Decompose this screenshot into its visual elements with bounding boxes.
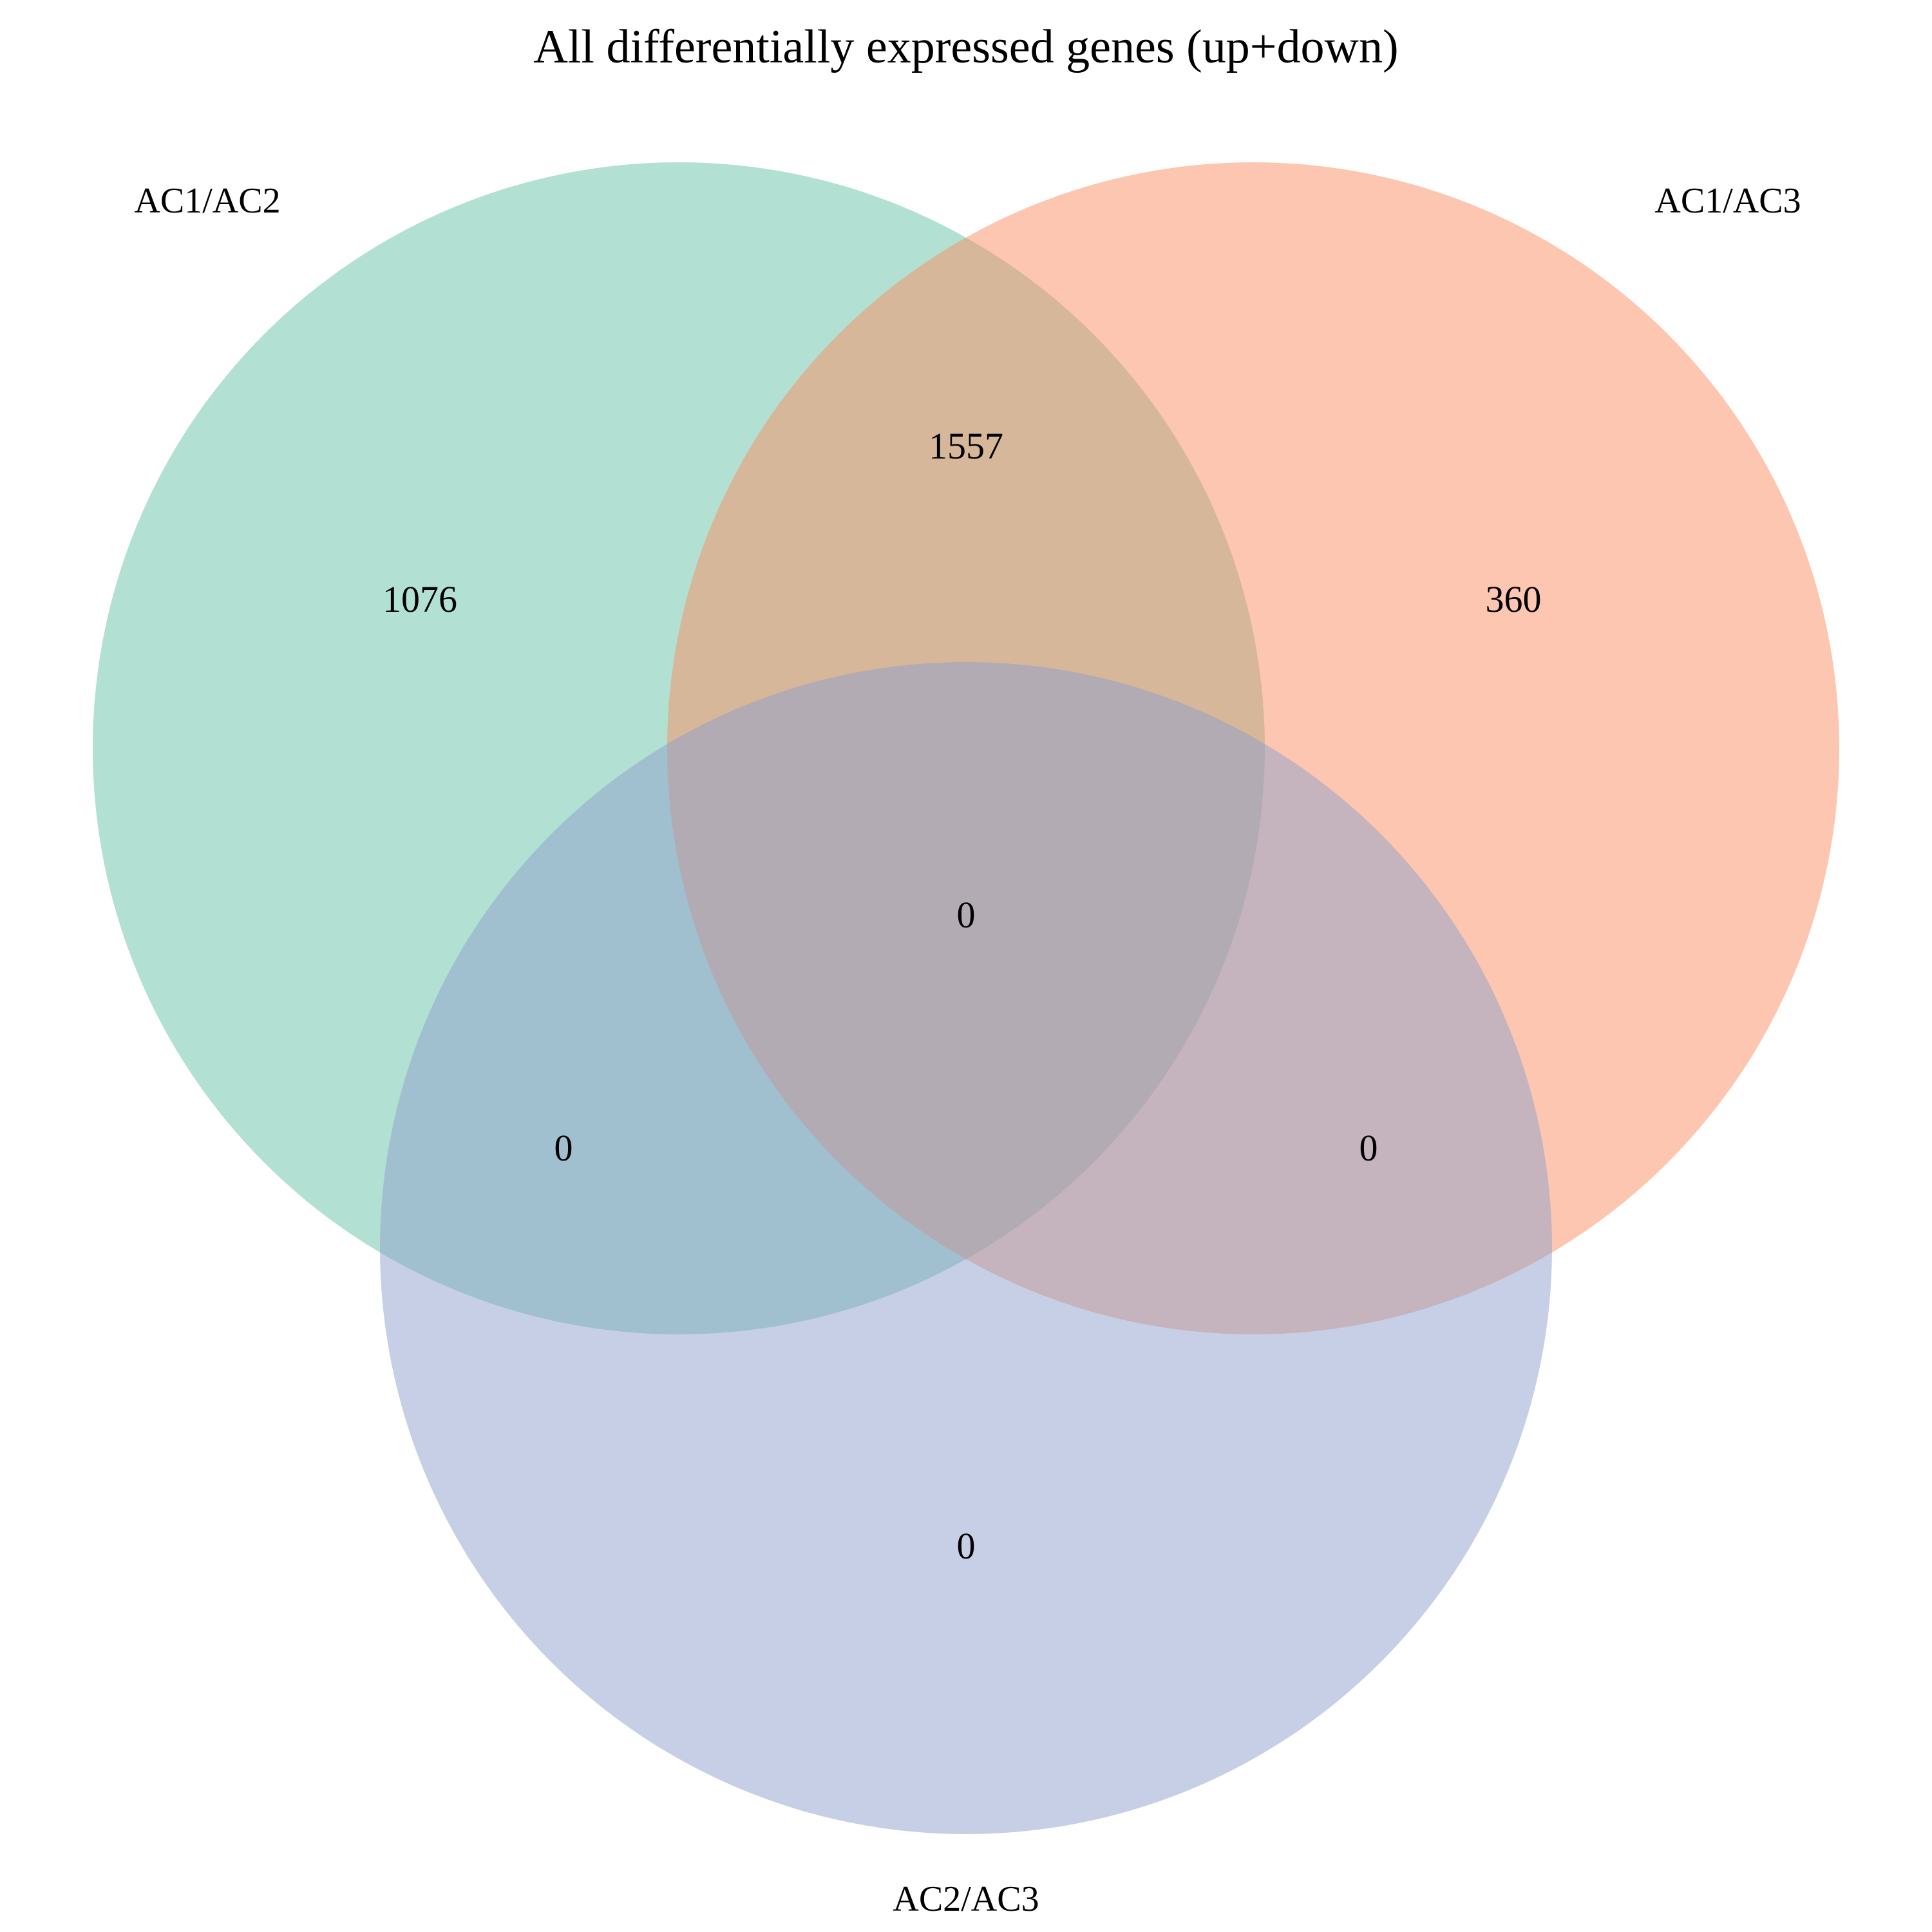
set-circle-ac2-ac3 [380,662,1552,1834]
count-all-three: 0 [957,894,976,936]
count-only-ac2-ac3: 0 [957,1525,976,1567]
count-ac1-ac2-and-ac1-ac3: 1557 [929,425,1003,467]
count-only-ac1-ac2: 1076 [383,578,457,620]
set-label-ac2-ac3: AC2/AC3 [893,1879,1039,1919]
count-ac1-ac3-and-ac2-ac3: 0 [1359,1127,1378,1169]
diagram-title: All differentially expressed genes (up+d… [533,21,1398,73]
region-counts: 1076 360 1557 0 0 0 0 [383,425,1542,1567]
set-circles [93,162,1839,1834]
set-label-ac1-ac3: AC1/AC3 [1654,181,1801,221]
set-label-ac1-ac2: AC1/AC2 [134,181,280,221]
count-ac1-ac2-and-ac2-ac3: 0 [554,1127,573,1169]
set-labels: AC1/AC2 AC1/AC3 AC2/AC3 [134,181,1801,1919]
count-only-ac1-ac3: 360 [1486,578,1542,620]
